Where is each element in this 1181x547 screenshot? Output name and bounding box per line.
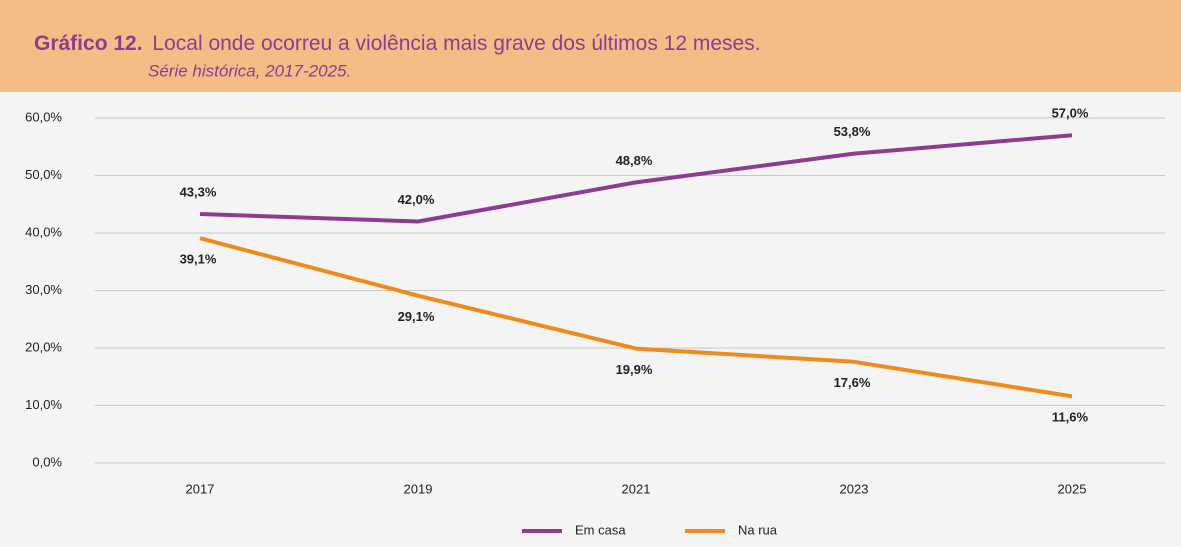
data-label: 43,3% bbox=[180, 184, 217, 199]
data-label: 48,8% bbox=[616, 153, 653, 168]
y-tick-label: 60,0% bbox=[25, 109, 62, 124]
y-tick-label: 40,0% bbox=[25, 224, 62, 239]
x-tick-label: 2017 bbox=[186, 481, 215, 496]
data-label: 42,0% bbox=[398, 192, 435, 207]
data-label: 19,9% bbox=[616, 362, 653, 377]
x-tick-label: 2021 bbox=[622, 481, 651, 496]
header-band bbox=[0, 0, 1181, 92]
figure-label: Gráfico 12. bbox=[34, 32, 143, 55]
chart-title: Gráfico 12. Local onde ocorreu a violênc… bbox=[34, 32, 761, 55]
x-tick-label: 2023 bbox=[840, 481, 869, 496]
x-tick-label: 2025 bbox=[1058, 481, 1087, 496]
y-tick-label: 50,0% bbox=[25, 167, 62, 182]
y-tick-label: 20,0% bbox=[25, 339, 62, 354]
series-line bbox=[199, 236, 1073, 399]
data-label: 29,1% bbox=[398, 309, 435, 324]
data-label: 53,8% bbox=[834, 124, 871, 139]
y-tick-label: 0,0% bbox=[32, 454, 62, 469]
y-tick-label: 30,0% bbox=[25, 282, 62, 297]
subtitle: Série histórica, 2017-2025. bbox=[148, 61, 351, 80]
legend-label: Em casa bbox=[575, 522, 626, 537]
series-line bbox=[199, 133, 1073, 224]
x-tick-label: 2019 bbox=[404, 481, 433, 496]
data-label: 39,1% bbox=[180, 252, 217, 267]
y-tick-label: 10,0% bbox=[25, 397, 62, 412]
title: Local onde ocorreu a violência mais grav… bbox=[152, 32, 760, 55]
data-label: 11,6% bbox=[1052, 410, 1089, 425]
data-label: 17,6% bbox=[834, 375, 871, 390]
data-label: 57,0% bbox=[1052, 106, 1089, 121]
legend-label: Na rua bbox=[738, 522, 778, 537]
